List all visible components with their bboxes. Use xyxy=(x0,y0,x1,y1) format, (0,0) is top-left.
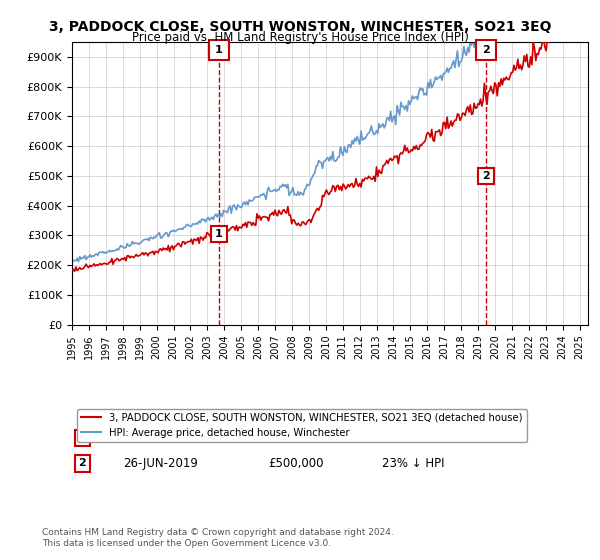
Text: 1: 1 xyxy=(215,45,223,55)
Text: 2: 2 xyxy=(482,171,490,181)
Text: Contains HM Land Registry data © Crown copyright and database right 2024.
This d: Contains HM Land Registry data © Crown c… xyxy=(42,528,394,548)
Text: 23% ↓ HPI: 23% ↓ HPI xyxy=(382,457,444,470)
Legend: 3, PADDOCK CLOSE, SOUTH WONSTON, WINCHESTER, SO21 3EQ (detached house), HPI: Ave: 3, PADDOCK CLOSE, SOUTH WONSTON, WINCHES… xyxy=(77,409,527,442)
Text: Price paid vs. HM Land Registry's House Price Index (HPI): Price paid vs. HM Land Registry's House … xyxy=(131,31,469,44)
Text: 26-JUN-2019: 26-JUN-2019 xyxy=(124,457,199,470)
Text: 3, PADDOCK CLOSE, SOUTH WONSTON, WINCHESTER, SO21 3EQ: 3, PADDOCK CLOSE, SOUTH WONSTON, WINCHES… xyxy=(49,20,551,34)
Text: 1: 1 xyxy=(215,229,223,239)
Text: 18% ↓ HPI: 18% ↓ HPI xyxy=(382,431,444,445)
Text: 1: 1 xyxy=(79,433,86,443)
Text: 2: 2 xyxy=(482,45,490,55)
Text: £500,000: £500,000 xyxy=(268,457,323,470)
Text: £305,000: £305,000 xyxy=(268,431,323,445)
Text: 09-SEP-2003: 09-SEP-2003 xyxy=(124,431,199,445)
Text: 2: 2 xyxy=(79,459,86,468)
